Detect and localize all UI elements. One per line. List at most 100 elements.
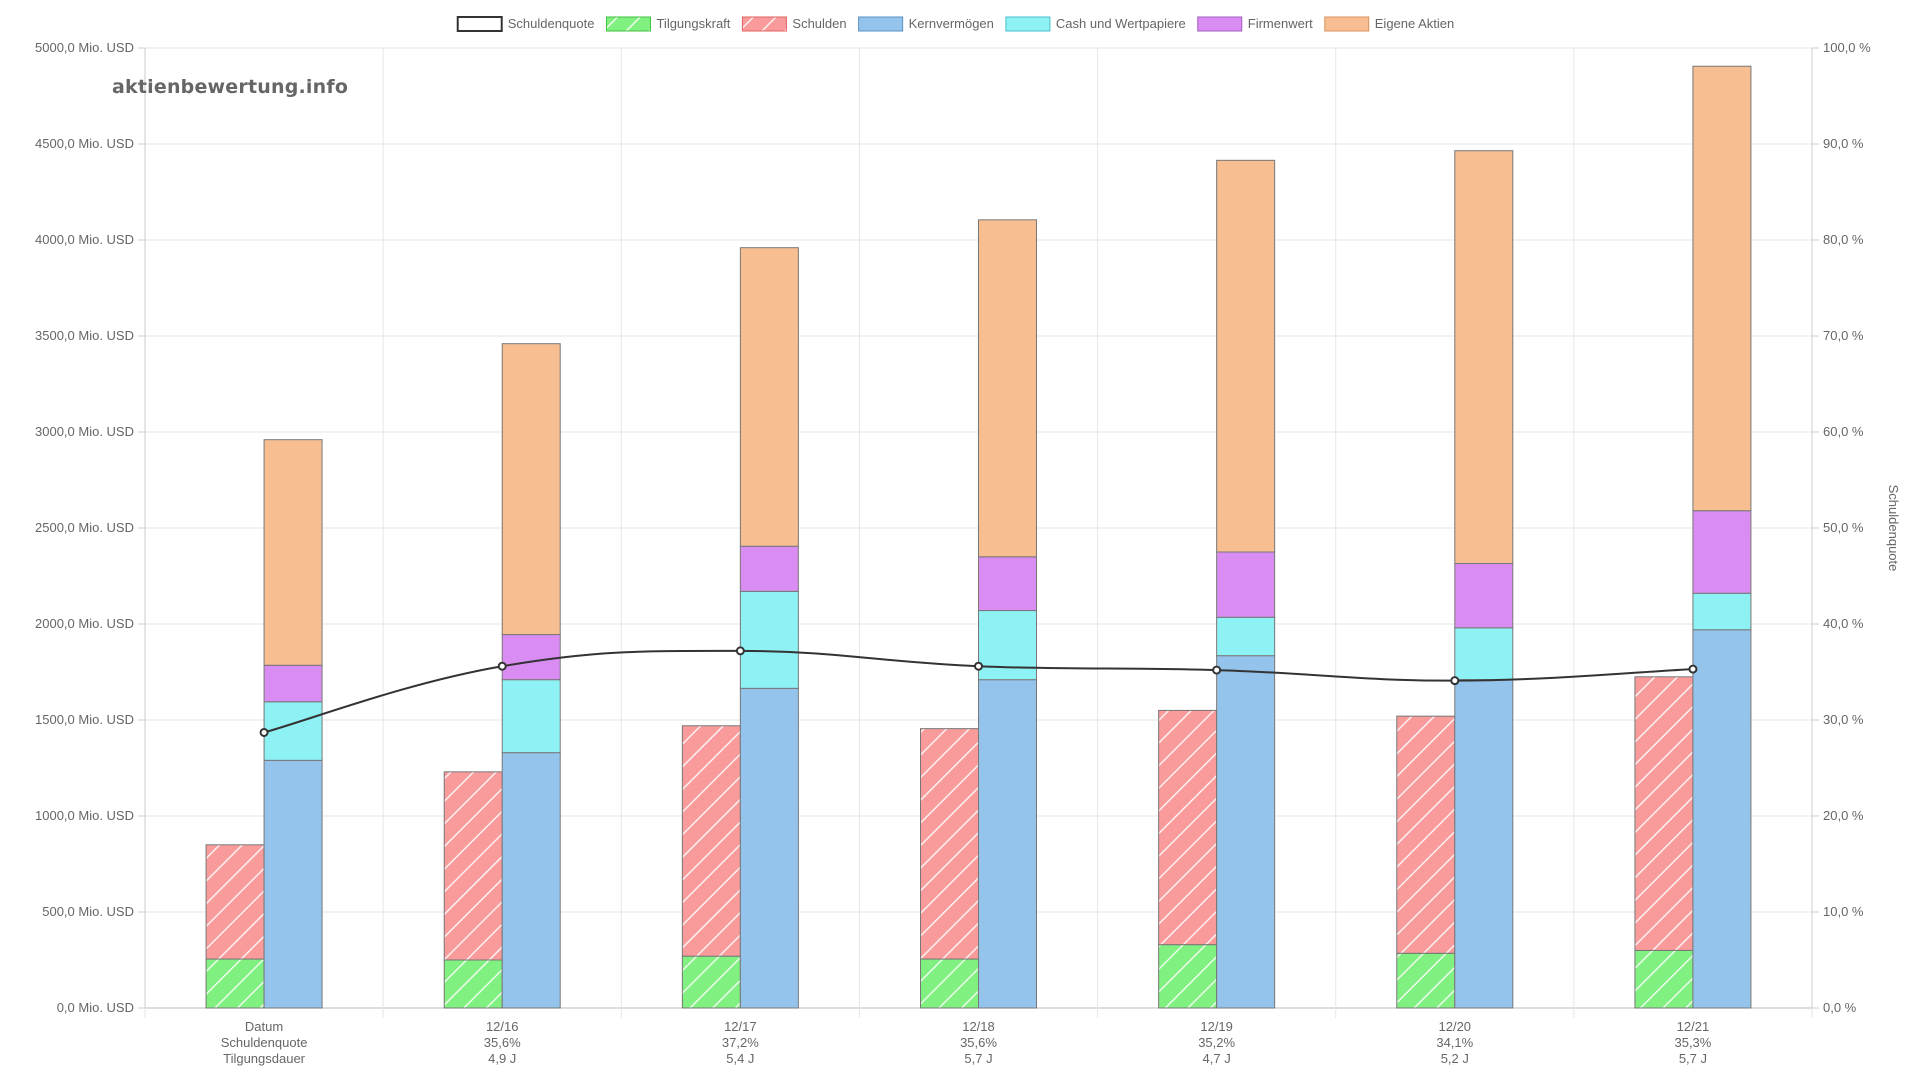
legend-label: Kernvermögen: [909, 16, 994, 31]
bar-eigene-aktien: [739, 247, 799, 547]
legend-item-tilgungskraft[interactable]: Tilgungskraft: [605, 16, 731, 32]
bar-kernvermögen: [1454, 679, 1514, 1009]
bar-firmenwert: [739, 545, 799, 592]
bar-kernvermögen: [1216, 655, 1276, 1009]
x-tick-label: Tilgungsdauer: [223, 1051, 306, 1066]
x-tick-label: 12/18: [962, 1019, 995, 1034]
schuldenquote-line: [259, 646, 1698, 737]
y-right-tick-label: 50,0 %: [1823, 520, 1864, 535]
legend-label: Schuldenquote: [508, 16, 595, 31]
y-right-tick-label: 80,0 %: [1823, 232, 1864, 247]
x-tick-label: 12/16: [486, 1019, 519, 1034]
x-tick-label: 34,1%: [1436, 1035, 1473, 1050]
legend-item-schulden[interactable]: Schulden: [741, 16, 847, 32]
bar-eigene-aktien: [1216, 159, 1276, 553]
bar-firmenwert: [978, 556, 1037, 612]
bar-schulden: [1634, 676, 1694, 951]
bar-schulden: [1158, 709, 1218, 946]
y-left-tick-label: 2500,0 Mio. USD: [35, 520, 134, 535]
y-right-tick-label: 100,0 %: [1823, 40, 1871, 55]
schuldenquote-point: [1450, 676, 1460, 686]
bar-tilgungskraft: [1396, 952, 1456, 1009]
bar-eigene-aktien: [501, 343, 561, 636]
legend-label: Tilgungskraft: [656, 16, 730, 31]
schuldenquote-point: [259, 727, 269, 737]
legend-item-eigene-aktien[interactable]: Eigene Aktien: [1324, 16, 1455, 32]
x-tick-label: 35,6%: [960, 1035, 997, 1050]
y-left-tick-label: 3500,0 Mio. USD: [35, 328, 134, 343]
y-left-tick-label: 500,0 Mio. USD: [42, 904, 134, 919]
bar-kernvermögen: [263, 759, 323, 1009]
x-tick-label: Schuldenquote: [221, 1035, 308, 1050]
legend-swatch: [605, 16, 651, 32]
legend-item-kernvermögen[interactable]: Kernvermögen: [858, 16, 994, 32]
bar-firmenwert: [501, 634, 561, 681]
y-left-tick-label: 2000,0 Mio. USD: [35, 616, 134, 631]
bar-schulden: [205, 844, 265, 960]
schuldenquote-point: [1688, 664, 1698, 674]
y-left-tick-label: 4000,0 Mio. USD: [35, 232, 134, 247]
legend-label: Firmenwert: [1248, 16, 1313, 31]
y-right-tick-label: 10,0 %: [1823, 904, 1864, 919]
x-tick-label: 35,6%: [484, 1035, 521, 1050]
legend-label: Cash und Wertpapiere: [1056, 16, 1186, 31]
x-tick-label: 12/20: [1439, 1019, 1472, 1034]
y-right-tick-label: 60,0 %: [1823, 424, 1864, 439]
y-right-tick-label: 30,0 %: [1823, 712, 1864, 727]
bar-cash-und-wertpapiere: [501, 679, 561, 754]
legend[interactable]: Schuldenquote Tilgungskraft Schulden Kernve…: [456, 16, 1455, 32]
bar-cash-und-wertpapiere: [263, 701, 323, 761]
bar-tilgungskraft: [205, 958, 265, 1009]
bar-cash-und-wertpapiere: [1216, 616, 1276, 657]
bar-schulden: [681, 725, 741, 957]
bar-firmenwert: [263, 664, 323, 703]
bar-kernvermögen: [501, 752, 561, 1009]
x-tick-label: 12/19: [1200, 1019, 1233, 1034]
bar-cash-und-wertpapiere: [739, 590, 799, 689]
bar-eigene-aktien: [263, 439, 323, 666]
y-left-tick-label: 1500,0 Mio. USD: [35, 712, 134, 727]
legend-item-schuldenquote[interactable]: Schuldenquote: [456, 16, 595, 32]
y-right-tick-label: 90,0 %: [1823, 136, 1864, 151]
bar-schulden: [443, 771, 503, 961]
bar-kernvermögen: [739, 687, 799, 1009]
bar-tilgungskraft: [681, 955, 741, 1009]
schuldenquote-point: [497, 661, 507, 671]
legend-label: Schulden: [792, 16, 846, 31]
x-tick-label: 5,4 J: [726, 1051, 754, 1066]
x-tick-label: 5,7 J: [964, 1051, 992, 1066]
bar-cash-und-wertpapiere: [978, 610, 1037, 681]
legend-swatch: [456, 16, 503, 32]
y-left-tick-label: 1000,0 Mio. USD: [35, 808, 134, 823]
schuldenquote-point: [1212, 665, 1222, 675]
x-tick-label: Datum: [245, 1019, 283, 1034]
schuldenquote-point: [974, 661, 983, 671]
bar-tilgungskraft: [920, 958, 979, 1009]
bar-eigene-aktien: [978, 219, 1037, 558]
legend-swatch: [1197, 16, 1243, 32]
bars: [205, 65, 1752, 1009]
y-left-tick-label: 0,0 Mio. USD: [57, 1000, 134, 1015]
legend-swatch: [858, 16, 904, 32]
bar-eigene-aktien: [1454, 150, 1514, 565]
x-tick-label: 5,2 J: [1441, 1051, 1469, 1066]
bar-firmenwert: [1216, 551, 1276, 618]
legend-item-cash-und-wertpapiere[interactable]: Cash und Wertpapiere: [1005, 16, 1186, 32]
bar-eigene-aktien: [1692, 65, 1752, 512]
bar-tilgungskraft: [443, 959, 503, 1009]
y-right-axis-title: Schuldenquote: [1886, 485, 1901, 572]
x-tick-label: 12/21: [1677, 1019, 1710, 1034]
bar-firmenwert: [1454, 563, 1514, 629]
bar-kernvermögen: [978, 679, 1037, 1009]
legend-item-firmenwert[interactable]: Firmenwert: [1197, 16, 1313, 32]
bar-kernvermögen: [1692, 629, 1752, 1009]
bar-schulden: [920, 728, 979, 960]
x-tick-label: 37,2%: [722, 1035, 759, 1050]
x-tick-label: 4,7 J: [1203, 1051, 1231, 1066]
legend-label: Eigene Aktien: [1375, 16, 1455, 31]
legend-swatch: [741, 16, 787, 32]
y-left-tick-label: 5000,0 Mio. USD: [35, 40, 134, 55]
x-tick-label: 12/17: [724, 1019, 757, 1034]
